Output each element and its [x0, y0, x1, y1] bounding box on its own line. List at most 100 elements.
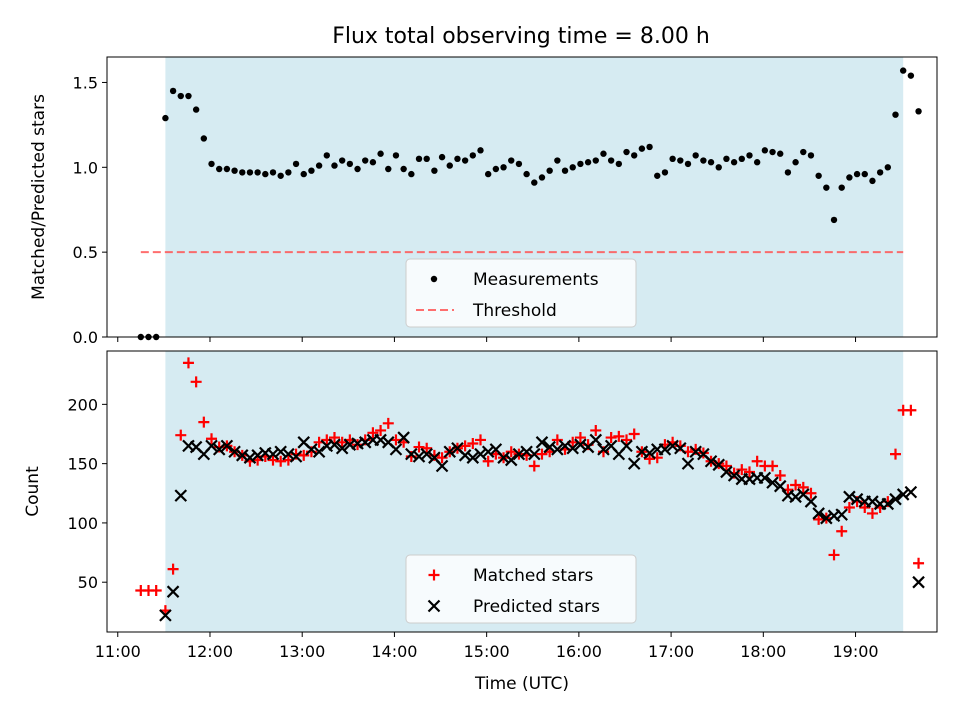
matched-star-point — [382, 417, 394, 429]
predicted-star-point — [228, 445, 241, 459]
measurement-point — [884, 164, 892, 171]
predicted-star-point — [720, 465, 733, 479]
measurement-point — [669, 155, 676, 163]
matched-star-point — [536, 448, 548, 460]
predicted-star-point — [458, 449, 472, 462]
predicted-star-point — [658, 443, 672, 456]
legend-label: Predicted stars — [473, 597, 600, 617]
matched-star-point — [836, 525, 848, 537]
measurement-point — [692, 152, 699, 159]
measurement-point — [784, 169, 792, 176]
measurement-point — [254, 169, 261, 176]
predicted-star-point — [312, 445, 326, 459]
measurement-point — [338, 157, 346, 164]
x-tick-label: 15:00 — [464, 642, 510, 661]
measurement-point — [915, 108, 922, 115]
predicted-star-point — [535, 436, 549, 449]
legend-dot-icon — [430, 275, 438, 283]
measurement-point — [707, 159, 715, 166]
measurement-point — [577, 160, 584, 168]
predicted-star-point — [443, 445, 457, 459]
predicted-star-point — [627, 457, 641, 470]
predicted-star-point — [643, 446, 656, 460]
measurement-point — [431, 167, 438, 174]
measurement-point — [815, 172, 822, 179]
legend-box — [405, 554, 637, 624]
measurement-point — [523, 170, 530, 178]
matched-star-point — [528, 460, 540, 472]
predicted-star-point — [727, 469, 741, 482]
predicted-star-point — [235, 449, 249, 462]
measurement-point — [400, 165, 407, 173]
matched-star-point — [905, 404, 917, 416]
predicted-star-point — [912, 575, 925, 589]
measurement-point — [208, 160, 215, 168]
measurement-point — [408, 170, 415, 178]
predicted-star-point — [274, 445, 287, 459]
matched-star-point — [828, 549, 840, 561]
predicted-star-point — [474, 447, 487, 461]
matched-star-point — [574, 432, 586, 444]
measurement-point — [492, 165, 500, 173]
measurement-point — [654, 172, 661, 179]
measurement-point — [823, 184, 830, 191]
measurement-point — [446, 162, 453, 169]
measurement-point — [300, 170, 307, 178]
predicted-star-point — [551, 443, 564, 456]
measurement-point — [308, 167, 315, 174]
predicted-star-point — [481, 445, 495, 459]
matched-star-point — [859, 502, 871, 514]
predicted-star-point — [266, 447, 280, 461]
measurement-point — [907, 72, 915, 79]
y-axis-label: Matched/Predicted stars — [29, 94, 49, 300]
x-tick-label: 16:00 — [556, 642, 602, 661]
measurement-point — [600, 150, 607, 157]
legend: Measurements Threshold — [405, 258, 637, 328]
legend-x-icon — [427, 599, 441, 613]
measurement-point — [346, 160, 354, 168]
measurement-point — [423, 155, 430, 163]
predicted-star-point — [466, 451, 480, 464]
legend-label: Matched stars — [473, 566, 593, 586]
matched-star-point — [190, 376, 202, 388]
predicted-star-point — [704, 454, 718, 468]
measurement-point — [661, 169, 669, 176]
predicted-star-point — [412, 450, 426, 463]
predicted-star-point — [804, 495, 818, 508]
matched-star-point — [505, 446, 517, 458]
measurement-point — [892, 111, 899, 118]
matched-star-point — [475, 434, 486, 446]
matched-star-point — [605, 432, 617, 444]
predicted-star-point — [666, 439, 679, 453]
measurement-point — [515, 160, 523, 168]
x-tick-label: 11:00 — [95, 642, 141, 661]
x-tick-label: 17:00 — [648, 642, 694, 661]
measurement-point — [876, 169, 884, 176]
predicted-star-point — [674, 441, 687, 455]
x-tick-label: 18:00 — [740, 642, 786, 661]
measurement-point — [216, 165, 223, 173]
matched-star-point — [413, 441, 425, 453]
matched-star-point — [621, 434, 633, 446]
matched-star-point — [767, 460, 779, 472]
matched-star-point — [613, 430, 625, 442]
measurement-point — [538, 174, 546, 181]
measurement-point — [853, 170, 861, 178]
predicted-star-point — [689, 445, 702, 459]
matched-star-point — [790, 479, 802, 491]
measurement-point — [231, 167, 238, 174]
matched-star-point — [182, 357, 194, 369]
measurement-point — [646, 143, 653, 151]
x-tick-label: 13:00 — [279, 642, 325, 661]
matched-star-point — [551, 434, 563, 446]
y-tick-label: 150 — [67, 455, 98, 474]
matched-star-point — [890, 448, 901, 460]
matched-star-point — [743, 466, 755, 478]
matched-star-point — [774, 469, 786, 481]
matched-star-point — [797, 481, 809, 493]
measurement-point — [239, 169, 246, 176]
predicted-star-point — [420, 447, 433, 461]
predicted-star-point — [543, 440, 556, 454]
matched-star-point — [167, 563, 179, 575]
predicted-star-point — [866, 495, 879, 508]
